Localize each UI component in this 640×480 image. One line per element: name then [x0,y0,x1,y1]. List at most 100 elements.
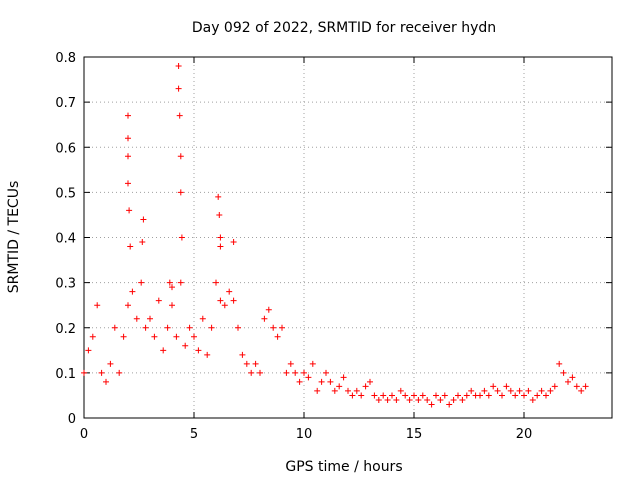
data-point [160,347,167,354]
data-point [287,360,294,367]
data-point [419,392,426,399]
data-point [176,112,183,119]
data-point [216,211,223,218]
data-point [265,306,272,313]
data-points [81,63,589,408]
x-tick-label: 0 [80,427,88,442]
data-point [103,378,109,385]
data-point [494,387,501,394]
data-point [525,387,532,394]
data-point [512,392,519,399]
data-point [213,279,219,286]
data-point [468,387,475,394]
data-point [178,234,185,241]
data-point [367,378,373,385]
data-point [175,63,182,70]
data-point [362,383,369,390]
data-point [305,374,312,381]
data-point [133,315,140,322]
data-point [433,392,439,399]
data-point [569,374,576,381]
data-point [406,396,413,403]
x-tick-label: 5 [190,427,198,442]
x-axis-ticks: 0 5 10 15 20 [80,57,532,442]
data-point [490,383,497,390]
data-point [331,387,338,394]
data-point [252,360,259,367]
data-point [173,333,180,340]
data-point [446,401,453,408]
data-point [235,324,241,331]
data-point [177,153,184,160]
data-point [116,369,123,376]
data-point [389,392,395,399]
data-point [336,383,343,390]
y-tick-label: 0.3 [55,277,76,292]
data-point [503,383,510,390]
data-point [450,396,457,403]
data-point [292,369,299,376]
data-point [186,324,193,331]
y-tick-label: 0.6 [55,141,76,156]
data-point [226,288,233,295]
data-point [463,392,470,399]
data-point [318,378,325,385]
data-point [516,387,523,394]
y-tick-label: 0.1 [55,367,76,382]
data-point [477,392,483,399]
y-tick-label: 0.4 [55,232,76,247]
data-point [147,315,153,322]
data-point [573,383,580,390]
data-point [81,369,87,376]
data-point [556,360,563,367]
data-point [375,396,382,403]
data-point [499,392,505,399]
y-tick-label: 0.7 [55,96,76,111]
data-point [551,383,558,390]
data-point [257,369,263,376]
data-point [507,387,514,394]
data-point [441,392,448,399]
y-axis-label: SRMTID / TECUs [6,181,22,294]
data-point [125,112,131,119]
data-point [125,180,131,187]
data-point [459,396,466,403]
x-tick-label: 10 [296,427,313,442]
data-point [138,279,145,286]
y-tick-label: 0.2 [55,322,76,337]
y-axis-ticks: 0 0.1 0.2 0.3 0.4 0.5 0.6 0.7 0.8 [55,51,612,427]
data-point [543,392,549,399]
data-point [243,360,250,367]
data-point [248,369,255,376]
data-point [127,243,134,250]
data-point [371,392,378,399]
data-point [340,374,347,381]
x-tick-label: 20 [516,427,533,442]
data-point [217,243,224,250]
data-point [327,378,334,385]
data-point [437,396,444,403]
y-tick-label: 0.8 [55,51,76,66]
data-point [481,387,488,394]
data-point [314,387,321,394]
y-tick-label: 0 [68,412,76,427]
data-point [283,369,290,376]
data-point [169,284,175,291]
data-point [175,85,182,92]
data-point [217,297,224,304]
data-point [261,315,268,322]
data-point [166,279,173,286]
data-point [397,387,404,394]
data-point [208,324,215,331]
data-point [349,392,356,399]
data-point [142,324,149,331]
data-point [323,369,329,376]
data-point [177,279,184,286]
data-point [538,387,545,394]
data-point [195,347,202,354]
x-tick-label: 15 [406,427,423,442]
data-point [565,378,571,385]
data-point [411,392,417,399]
data-point [89,333,96,340]
